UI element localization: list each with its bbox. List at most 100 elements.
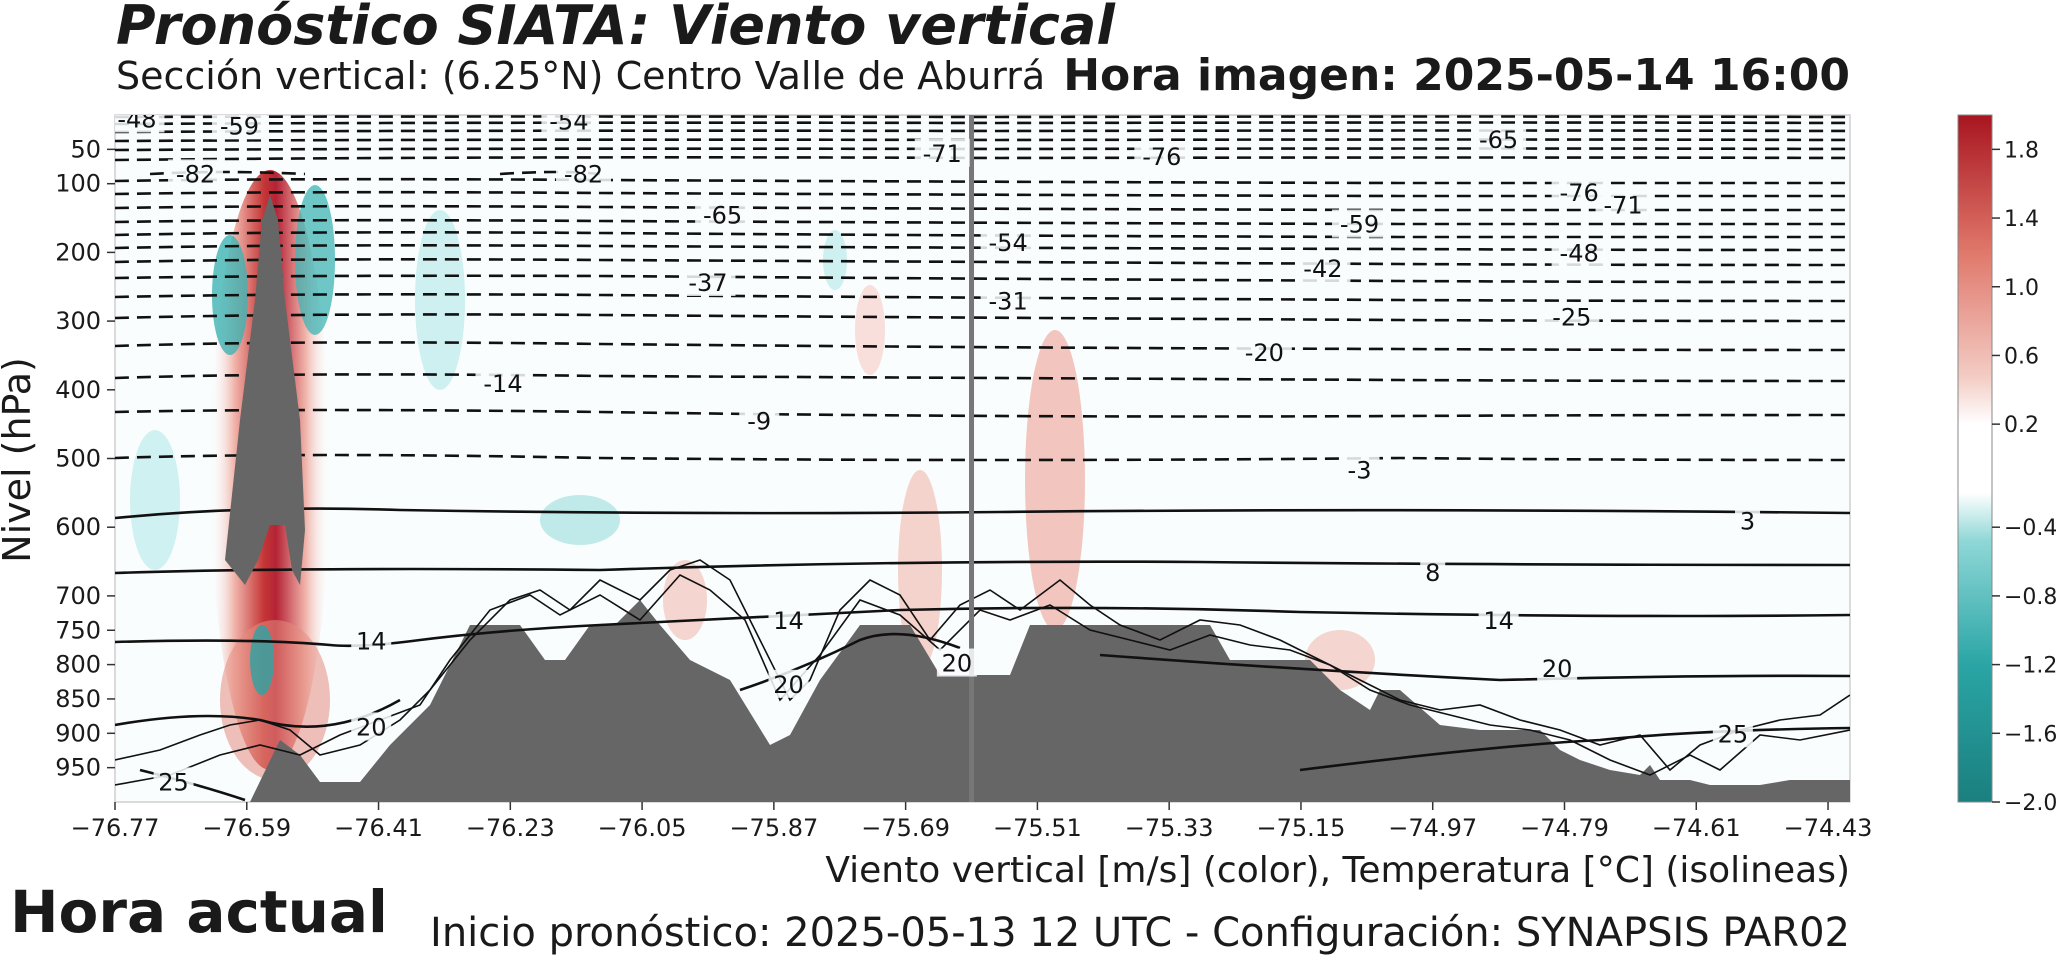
isotherm-label-bg <box>115 115 165 133</box>
isotherm-label-bg <box>1735 506 1761 535</box>
isotherm-label: 25 <box>158 768 189 796</box>
isotherm-25 <box>139 768 246 802</box>
isotherm-label-bg <box>1712 719 1753 748</box>
colorbar-tick-label: −0.8 <box>2004 585 2056 610</box>
colorbar-tick-label: 0.2 <box>2004 413 2039 438</box>
isotherm-3 <box>115 507 1850 520</box>
y-tick-label: 100 <box>55 170 101 198</box>
isotherm-label: -59 <box>1340 211 1379 239</box>
x-axis-caption: Viento vertical [m/s] (color), Temperatu… <box>825 850 1850 891</box>
isotherm-label: -54 <box>989 229 1028 257</box>
isotherm-label: -71 <box>923 140 962 168</box>
x-tick-label: −74.97 <box>1388 814 1477 842</box>
isotherm-label-bg <box>1537 654 1578 683</box>
y-tick-label: 400 <box>55 376 101 404</box>
colorbar-gradient <box>1957 114 1993 803</box>
isotherm-label-bg <box>168 159 224 188</box>
isotherm-m59 <box>115 218 1850 226</box>
isotherm-label: -3 <box>1348 456 1372 484</box>
y-tick-label: 800 <box>55 651 101 679</box>
x-tick-label: −76.05 <box>598 814 687 842</box>
isotherm-label-bg <box>541 115 597 135</box>
isotherm-20-right <box>1099 653 1850 682</box>
chart-title: Pronóstico SIATA: Viento vertical <box>116 0 1115 57</box>
isotherm-label-bg <box>1551 238 1607 267</box>
isotherm-label: -76 <box>1142 143 1181 171</box>
x-tick-label: −75.15 <box>1257 814 1346 842</box>
isotherm-label: 14 <box>773 607 804 635</box>
isotherm-m76 <box>115 177 1850 185</box>
colorbar-tick-label: 0.6 <box>2004 344 2039 369</box>
temperature-isolines <box>115 115 1850 802</box>
isotherm-label: -71 <box>1603 191 1642 219</box>
isotherm-label-bg <box>768 605 809 634</box>
isotherm-upper-6 <box>115 115 1850 119</box>
x-tick-label: −75.33 <box>1125 814 1214 842</box>
y-tick-label: 950 <box>55 754 101 782</box>
isotherm-label-bg <box>914 138 970 167</box>
isotherm-label-bg <box>351 626 392 655</box>
colorbar-tick-label: 1.4 <box>2004 207 2039 232</box>
isotherm-upper-3 <box>115 138 1850 143</box>
isotherm-m65 <box>115 204 1850 212</box>
isotherm-label: 14 <box>1483 607 1514 635</box>
isotherm-label-bg <box>1134 142 1190 171</box>
x-tick-label: −76.59 <box>202 814 291 842</box>
colorbar: 1.8 1.4 1.0 0.6 0.2 −0.4 −0.8 −1.2 −1.6 −2.0 <box>1957 114 2056 816</box>
isotherm-8 <box>115 560 1850 575</box>
isotherm-label: -37 <box>688 269 727 297</box>
y-tick-label: 500 <box>55 445 101 473</box>
isotherm-upper-5 <box>115 121 1850 126</box>
y-tick-label: 50 <box>70 135 101 163</box>
isotherm-label-bg <box>936 648 977 677</box>
isotherm-label: 20 <box>1542 655 1573 683</box>
x-tick-label: −76.41 <box>334 814 423 842</box>
isotherm-label: -48 <box>1560 239 1599 267</box>
isotherm-label: 20 <box>942 650 973 678</box>
forecast-start-label: Inicio pronóstico: 2025-05-13 12 UTC - C… <box>430 910 1850 956</box>
isotherm-label: 8 <box>1425 559 1440 587</box>
isotherm-m25 <box>115 313 1850 323</box>
y-axis: 50 100 200 300 400 500 600 700 750 800 850 900 950 <box>55 135 115 782</box>
isotherm-label-bg <box>1551 177 1607 206</box>
isotherm-label-bg <box>1236 338 1292 367</box>
isotherm-m20 <box>115 341 1850 352</box>
isotherm-label-bg <box>351 712 392 741</box>
y-tick-label: 700 <box>55 582 101 610</box>
isotherm-m9 <box>115 408 1850 418</box>
colorbar-tick-label: −0.4 <box>2004 516 2056 541</box>
isotherm-upper-4 <box>115 129 1850 134</box>
x-tick-label: −75.51 <box>993 814 1082 842</box>
isotherm-label: -25 <box>1552 303 1591 331</box>
isotherm-label-bg <box>1471 125 1527 154</box>
x-tick-label: −74.61 <box>1652 814 1741 842</box>
downdraft-weak-1 <box>415 210 465 390</box>
isotherm-label: 20 <box>773 671 804 699</box>
isotherm-m42 <box>115 258 1850 267</box>
updraft-weak-1 <box>1025 330 1085 630</box>
y-tick-label: 850 <box>55 685 101 713</box>
y-axis-label: Nivel (hPa) <box>0 357 39 563</box>
x-tick-label: −74.79 <box>1520 814 1609 842</box>
updraft-weak-3 <box>663 560 707 640</box>
isotherm-m82-left <box>149 170 306 176</box>
isotherm-label-bg <box>980 228 1036 257</box>
isotherm-label: 20 <box>356 713 387 741</box>
x-tick-label: −75.87 <box>729 814 818 842</box>
y-tick-label: 900 <box>55 719 101 747</box>
colorbar-ticks: 1.8 1.4 1.0 0.6 0.2 −0.4 −0.8 −1.2 −1.6 −2.0 <box>1992 138 2056 816</box>
colorbar-tick-label: 1.8 <box>2004 138 2039 163</box>
isotherm-label: -59 <box>220 112 259 140</box>
isotherm-label: -65 <box>703 202 742 230</box>
isotherm-label-bg <box>768 669 809 698</box>
isotherm-label-bg <box>680 267 736 296</box>
isotherm-label-bg <box>1332 209 1388 238</box>
y-tick-label: 300 <box>55 307 101 335</box>
isotherm-m14 <box>115 373 1850 383</box>
isotherm-label-bg <box>211 115 267 140</box>
isotherm-labels: 25 20 14 14 20 20 14 20 25 8 3 -3 -9 -14 -20 -25 -31 -37 -… <box>115 112 1761 796</box>
x-tick-label: −76.23 <box>466 814 555 842</box>
downdraft-low <box>250 625 274 695</box>
isotherm-label: -82 <box>564 160 603 188</box>
